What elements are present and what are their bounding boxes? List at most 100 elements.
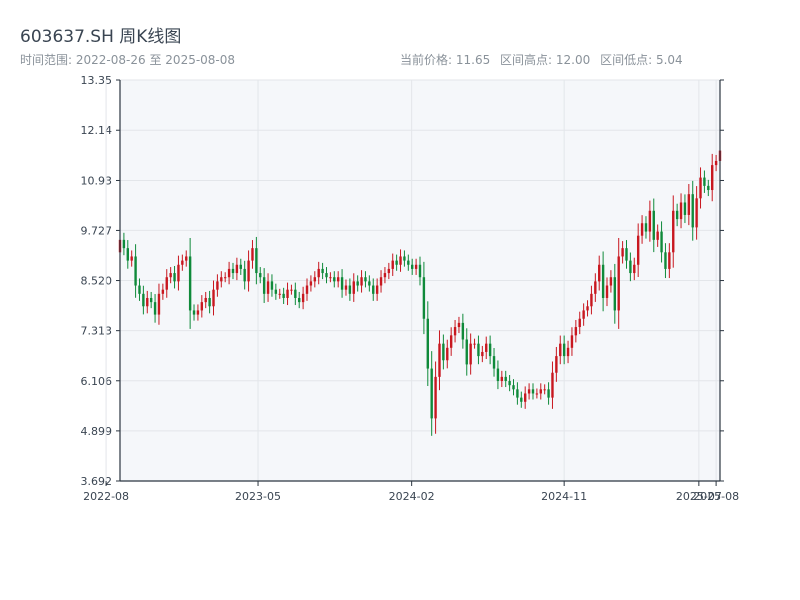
candle-body — [414, 264, 418, 269]
candle-body — [426, 318, 429, 369]
candle-body — [418, 264, 422, 278]
time-range: 时间范围: 2022-08-26 至 2025-08-08 — [20, 51, 235, 68]
x-tick-label: 2022-08 — [83, 490, 129, 503]
candle-body — [668, 252, 671, 269]
candle-body — [551, 372, 554, 398]
current-price: 当前价格: 11.65 — [400, 53, 491, 67]
candle-body — [142, 293, 145, 307]
candle-body — [379, 277, 383, 286]
candle-body — [679, 202, 683, 220]
candle-body — [473, 343, 476, 345]
candle-body — [500, 376, 504, 382]
candle-body — [329, 277, 332, 279]
candle-body — [344, 285, 348, 290]
candle-body — [149, 297, 153, 303]
candle-body — [457, 322, 461, 328]
candle-body — [516, 389, 519, 398]
x-tick-label: 2025-08 — [693, 490, 739, 503]
candle-body — [477, 343, 480, 357]
candle-body — [251, 248, 254, 261]
candle-body — [508, 381, 511, 386]
candle-body — [617, 256, 620, 311]
candle-body — [523, 393, 527, 402]
candle-body — [126, 248, 129, 261]
candle-body — [270, 281, 274, 290]
candle-body — [157, 293, 161, 315]
candle-body — [633, 264, 636, 274]
y-tick-label: 6.106 — [81, 375, 113, 388]
candle-body — [590, 293, 593, 307]
candle-body — [340, 277, 344, 290]
candle-body — [461, 322, 465, 340]
candle-body — [208, 297, 211, 307]
candle-body — [672, 210, 675, 253]
candle-body — [196, 310, 200, 315]
candle-body — [305, 285, 309, 294]
candle-body — [422, 277, 426, 319]
candle-body — [562, 343, 566, 357]
candle-body — [442, 343, 445, 361]
candle-body — [640, 223, 644, 236]
candle-body — [220, 277, 223, 282]
y-tick-label: 10.93 — [81, 174, 113, 187]
candle-body — [266, 281, 270, 294]
candle-body — [520, 397, 523, 402]
candle-body — [243, 268, 246, 282]
price-stats: 当前价格: 11.65 区间高点: 12.00 区间低点: 5.04 — [400, 51, 689, 68]
candle-body — [165, 277, 168, 290]
candle-body — [138, 285, 141, 294]
time-range-start: 2022-08-26 — [75, 53, 146, 67]
candle-body — [446, 347, 449, 361]
candle-body — [294, 289, 297, 298]
y-tick-label: 8.520 — [81, 275, 113, 288]
candle-body — [711, 165, 714, 191]
candle-body — [488, 343, 492, 357]
candle-body — [317, 268, 320, 278]
candle-body — [430, 368, 433, 419]
candle-body — [216, 281, 219, 290]
candle-body — [235, 264, 239, 274]
candle-body — [391, 260, 394, 269]
candle-body — [644, 223, 648, 232]
candle-body — [660, 231, 663, 253]
candle-body — [695, 198, 698, 228]
candle-body — [578, 318, 581, 328]
candle-body — [407, 260, 410, 265]
candle-body — [286, 289, 289, 298]
candle-body — [707, 185, 710, 191]
candle-body — [527, 389, 531, 394]
x-tick-label: 2024-11 — [541, 490, 587, 503]
candle-body — [185, 256, 188, 261]
candle-body — [325, 273, 328, 278]
candle-body — [601, 264, 605, 298]
candle-body — [181, 260, 184, 265]
candle-body — [321, 268, 324, 274]
candle-body — [675, 210, 679, 220]
candle-body — [465, 339, 468, 365]
candle-body — [169, 273, 172, 278]
candle-body — [434, 376, 437, 419]
candle-body — [625, 248, 628, 261]
chart-title: 603637.SH 周K线图 — [20, 27, 182, 47]
candle-body — [636, 235, 640, 265]
time-range-label: 时间范围: — [20, 53, 73, 67]
candle-body — [535, 393, 539, 395]
candle-body — [691, 194, 694, 228]
candle-body — [383, 273, 387, 278]
candle-body — [481, 351, 484, 357]
candle-body — [512, 385, 515, 390]
candle-body — [609, 277, 613, 286]
candle-body — [485, 343, 488, 352]
candle-body — [399, 256, 402, 265]
candle-body — [586, 306, 589, 311]
candle-body — [570, 335, 574, 348]
candle-body — [223, 277, 227, 279]
candle-body — [598, 264, 601, 282]
candle-body — [231, 268, 235, 274]
candle-body — [356, 281, 359, 286]
y-tick-label: 9.727 — [81, 224, 113, 237]
candle-body — [122, 239, 126, 249]
candle-body — [204, 297, 207, 303]
candle-body — [239, 264, 242, 269]
